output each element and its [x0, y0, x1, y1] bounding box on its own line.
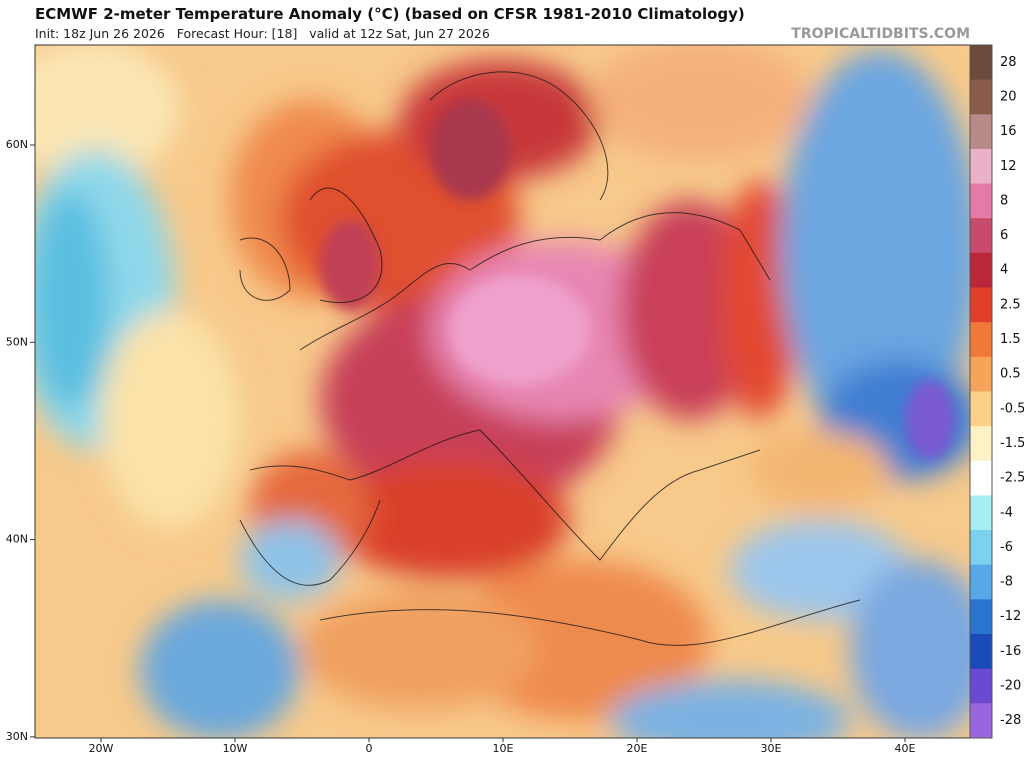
colorbar-label: -4: [1000, 505, 1013, 520]
colorbar-band: [970, 530, 992, 566]
colorbar-label: -20: [1000, 679, 1021, 694]
colorbar-label: -8: [1000, 575, 1013, 590]
colorbar-label: 1.5: [1000, 332, 1021, 347]
colorbar-frame: [969, 44, 993, 739]
colorbar-label: 4: [1000, 263, 1008, 278]
lat-label: 30N: [6, 730, 28, 743]
colorbar-label: 6: [1000, 228, 1008, 243]
colorbar-band: [970, 218, 992, 254]
lon-label: 0: [366, 742, 373, 755]
colorbar-band: [970, 287, 992, 323]
colorbar-label: 12: [1000, 159, 1017, 174]
colorbar-label: 2.5: [1000, 297, 1021, 312]
colorbar-band: [970, 703, 992, 739]
colorbar-label: -1.5: [1000, 436, 1024, 451]
colorbar-band: [970, 79, 992, 115]
map-axes: 60N 50N 40N 30N 20W 10W 0 10E 20E 30E 40E: [6, 138, 916, 755]
colorbar-label: -28: [1000, 713, 1021, 728]
colorbar-band: [970, 252, 992, 289]
colorbar-band: [970, 183, 992, 219]
colorbar-band: [970, 114, 992, 150]
colorbar: 28 20 16 12 8 6 4 2.5 1.5 0.5 -0.5 -1.5 -2.5 -4 -6 -8 -1…: [969, 44, 1024, 739]
colorbar-band: [970, 148, 992, 185]
lon-label: 20W: [89, 742, 114, 755]
colorbar-label: -6: [1000, 540, 1013, 555]
lat-label: 40N: [6, 533, 28, 546]
lon-label: 30E: [761, 742, 782, 755]
colorbar-label: 20: [1000, 89, 1017, 104]
lon-label: 10E: [493, 742, 514, 755]
colorbar-band: [970, 391, 992, 427]
colorbar-band: [970, 599, 992, 635]
colorbar-band: [970, 45, 992, 81]
colorbar-band: [970, 634, 992, 670]
anomaly-field: [35, 45, 970, 738]
colorbar-label: -12: [1000, 609, 1021, 624]
colorbar-label: -2.5: [1000, 471, 1024, 486]
lon-label: 40E: [895, 742, 916, 755]
colorbar-band: [970, 668, 992, 704]
colorbar-label: 28: [1000, 55, 1017, 70]
colorbar-band: [970, 460, 992, 496]
colorbar-band: [970, 495, 992, 531]
colorbar-label: 16: [1000, 124, 1017, 139]
lat-label: 50N: [6, 335, 28, 348]
lat-label: 60N: [6, 138, 28, 151]
colorbar-band: [970, 426, 992, 462]
title: ECMWF 2-meter Temperature Anomaly (°C) (…: [35, 5, 745, 23]
lon-label: 10W: [223, 742, 248, 755]
site-name: TROPICALTIDBITS.COM: [791, 26, 970, 42]
subtitle: Init: 18z Jun 26 2026 Forecast Hour: [18…: [35, 26, 490, 41]
colorbar-label: 0.5: [1000, 367, 1021, 382]
colorbar-label: -0.5: [1000, 401, 1024, 416]
colorbar-band: [970, 322, 992, 358]
lon-label: 20E: [627, 742, 648, 755]
colorbar-band: [970, 356, 992, 392]
colorbar-label: 8: [1000, 193, 1008, 208]
colorbar-band: [970, 564, 992, 600]
colorbar-label: -16: [1000, 644, 1021, 659]
